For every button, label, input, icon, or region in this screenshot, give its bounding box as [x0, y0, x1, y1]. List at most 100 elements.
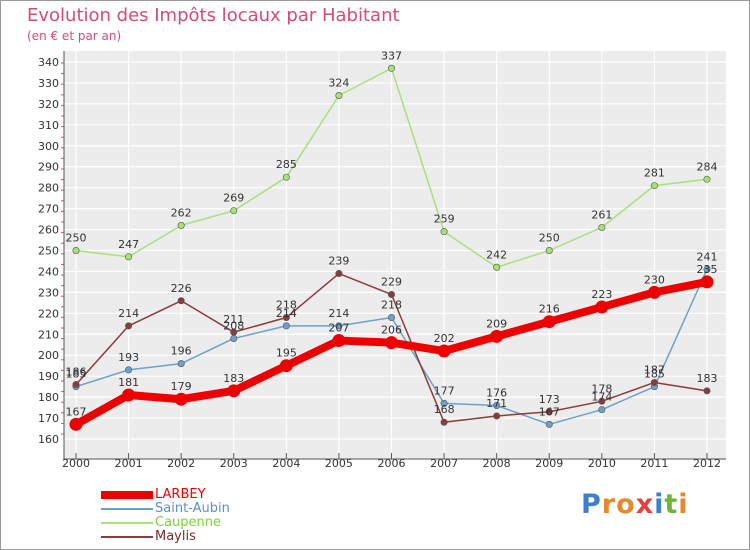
y-tick-label: 310 — [38, 119, 59, 132]
data-label-saint-aubin: 241 — [697, 250, 718, 263]
data-point-larbey — [69, 417, 83, 431]
legend-label: LARBEY — [155, 487, 206, 502]
data-label-maylis: 229 — [381, 275, 402, 288]
y-tick-label: 160 — [38, 433, 59, 446]
data-point-larbey — [490, 329, 504, 343]
data-point-saint-aubin — [387, 314, 395, 322]
data-point-caupenne — [335, 92, 343, 100]
data-label-maylis: 218 — [276, 299, 297, 312]
data-label-larbey: 223 — [591, 288, 612, 301]
legend-swatch — [101, 536, 153, 538]
data-point-maylis — [598, 397, 606, 405]
data-label-larbey: 195 — [276, 347, 297, 360]
y-tick-label: 210 — [38, 328, 59, 341]
data-point-larbey — [437, 344, 451, 358]
legend-item-maylis: Maylis — [101, 529, 401, 544]
data-label-caupenne: 337 — [381, 49, 402, 62]
y-tick-label: 240 — [38, 265, 59, 278]
data-label-saint-aubin: 214 — [328, 307, 349, 320]
logo-letter: i — [678, 489, 689, 520]
data-point-maylis — [545, 408, 553, 416]
data-label-caupenne: 242 — [486, 248, 507, 261]
data-label-saint-aubin: 176 — [486, 386, 507, 399]
data-point-larbey — [647, 285, 661, 299]
legend-label: Maylis — [155, 529, 196, 544]
data-label-maylis: 183 — [697, 372, 718, 385]
data-label-saint-aubin: 185 — [644, 368, 665, 381]
data-point-saint-aubin — [282, 322, 290, 330]
data-point-larbey — [279, 359, 293, 373]
data-point-maylis — [335, 270, 343, 278]
y-tick-label: 330 — [38, 77, 59, 90]
y-tick-label: 230 — [38, 286, 59, 299]
x-tick-label: 2009 — [535, 457, 563, 470]
data-labels: 167 181 179 183 195 207 206 202 209 216 223 230 235 1… — [66, 49, 718, 418]
data-point-maylis — [72, 381, 80, 389]
data-point-caupenne — [703, 175, 711, 183]
x-tick-label: 2007 — [430, 457, 458, 470]
logo-letter: x — [635, 489, 655, 520]
data-label-caupenne: 247 — [118, 238, 139, 251]
x-tick-label: 2003 — [220, 457, 248, 470]
data-point-caupenne — [177, 221, 185, 229]
data-point-maylis — [650, 378, 658, 386]
x-tick-label: 2010 — [588, 457, 616, 470]
data-point-saint-aubin — [545, 420, 553, 428]
data-point-saint-aubin — [598, 406, 606, 414]
data-point-larbey — [174, 392, 188, 406]
x-tick-label: 2002 — [167, 457, 195, 470]
legend-swatch — [101, 491, 153, 499]
data-point-maylis — [177, 297, 185, 305]
data-point-caupenne — [230, 207, 238, 215]
data-label-larbey: 235 — [697, 263, 718, 276]
data-point-caupenne — [72, 247, 80, 255]
data-point-maylis — [703, 387, 711, 395]
data-label-maylis: 214 — [118, 307, 139, 320]
data-point-caupenne — [387, 64, 395, 72]
x-tick-label: 2008 — [483, 457, 511, 470]
data-label-maylis: 187 — [644, 363, 665, 376]
logo-letter: i — [654, 489, 665, 520]
data-point-saint-aubin — [177, 360, 185, 368]
y-tick-label: 190 — [38, 370, 59, 383]
data-point-maylis — [282, 314, 290, 322]
data-point-caupenne — [282, 173, 290, 181]
y-tick-label: 340 — [38, 56, 59, 69]
data-point-caupenne — [493, 263, 501, 271]
data-label-larbey: 167 — [66, 405, 87, 418]
legend-item-saint-aubin: Saint-Aubin — [101, 501, 401, 516]
x-tick-label: 2005 — [325, 457, 353, 470]
data-label-saint-aubin: 208 — [223, 319, 244, 332]
data-point-maylis — [230, 328, 238, 336]
logo-letter: r — [601, 489, 617, 520]
data-point-saint-aubin — [493, 401, 501, 409]
x-tick-label: 2012 — [693, 457, 721, 470]
gridlines — [64, 51, 726, 459]
data-label-caupenne: 324 — [328, 77, 349, 90]
data-point-caupenne — [545, 247, 553, 255]
data-point-larbey — [385, 336, 398, 350]
data-point-saint-aubin — [703, 265, 711, 273]
y-tick-label: 220 — [38, 307, 59, 320]
data-label-caupenne: 261 — [591, 208, 612, 221]
data-label-caupenne: 269 — [223, 192, 244, 205]
data-label-saint-aubin: 185 — [66, 368, 87, 381]
y-tick-label: 260 — [38, 224, 59, 237]
data-label-larbey: 206 — [381, 324, 402, 337]
y-tick-label: 170 — [38, 412, 59, 425]
data-point-maylis — [387, 290, 395, 298]
data-label-larbey: 181 — [118, 376, 139, 389]
y-tick-label: 290 — [38, 161, 59, 174]
legend-item-caupenne: Caupenne — [101, 515, 401, 530]
data-label-maylis: 168 — [434, 403, 455, 416]
series-group — [69, 64, 714, 431]
y-tick-label: 280 — [38, 182, 59, 195]
data-label-caupenne: 250 — [539, 232, 560, 245]
data-label-maylis: 171 — [486, 397, 507, 410]
plot-background — [64, 51, 726, 459]
data-point-caupenne — [125, 253, 133, 261]
x-tick-label: 2006 — [378, 457, 406, 470]
data-point-maylis — [440, 418, 448, 426]
data-point-larbey — [332, 334, 346, 348]
